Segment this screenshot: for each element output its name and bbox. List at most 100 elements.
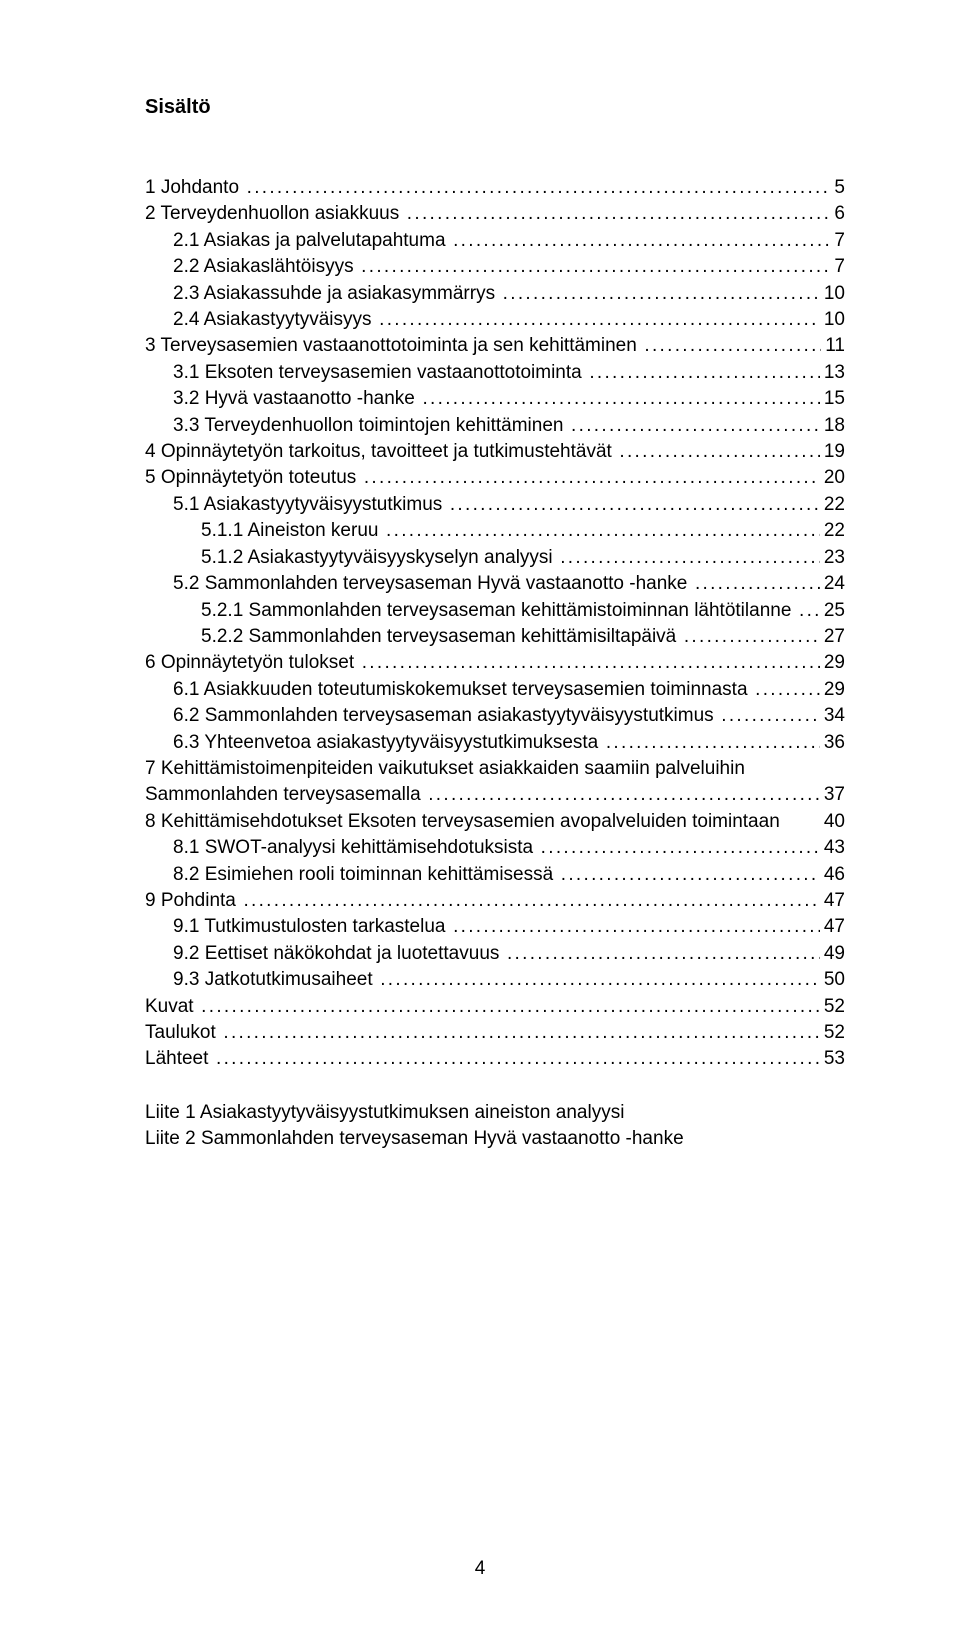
toc-leader: ........................................… [553,545,820,571]
toc-entry-label: 3.2 Hyvä vastaanotto -hanke [173,386,415,412]
toc-entry-label: Kuvat [145,994,194,1020]
toc-entry-page: 10 [820,307,845,333]
toc-entry: 2.2 Asiakaslähtöisyys ..................… [145,254,845,280]
toc-leader: ........................................… [533,835,820,861]
toc-entry-page: 19 [820,439,845,465]
toc-title: Sisältö [145,96,845,119]
toc-entry: 3.2 Hyvä vastaanotto -hanke ............… [145,386,845,412]
toc-leader: ........................................… [748,677,820,703]
toc-entry-page: 7 [830,254,845,280]
toc-entry: 4 Opinnäytetyön tarkoitus, tavoitteet ja… [145,439,845,465]
toc-entry: 9.2 Eettiset näkökohdat ja luotettavuus … [145,941,845,967]
toc-entry: 5.1.1 Aineiston keruu ..................… [145,518,845,544]
toc-leader: ........................................… [421,782,820,808]
toc-entry: 2.1 Asiakas ja palvelutapahtuma ........… [145,228,845,254]
toc-entry: 2.3 Asiakassuhde ja asiakasymmärrys ....… [145,281,845,307]
toc-entry: 8 Kehittämisehdotukset Eksoten terveysas… [145,809,845,835]
toc-entry-page: 29 [820,677,845,703]
toc-entry-page: 5 [830,175,845,201]
toc-leader: ........................................… [687,571,820,597]
toc-entry: 8.2 Esimiehen rooli toiminnan kehittämis… [145,862,845,888]
toc-entry: Kuvat ..................................… [145,994,845,1020]
toc-entry-label: 2.3 Asiakassuhde ja asiakasymmärrys [173,281,495,307]
appendix-list: Liite 1 Asiakastyytyväisyystutkimuksen a… [145,1100,845,1153]
toc-leader: ........................................… [446,228,831,254]
toc-entry-label: 3.3 Terveydenhuollon toimintojen kehittä… [173,413,563,439]
toc-entry-label: 8.2 Esimiehen rooli toiminnan kehittämis… [173,862,553,888]
toc-leader: ........................................… [442,492,820,518]
toc-entry-page: 34 [820,703,845,729]
toc-entry-label: 2.4 Asiakastyytyväisyys [173,307,372,333]
toc-entry-label: 4 Opinnäytetyön tarkoitus, tavoitteet ja… [145,439,612,465]
toc-leader: ........................................… [563,413,819,439]
toc-entry-page: 49 [820,941,845,967]
toc-entry-page: 7 [830,228,845,254]
toc-list: 1 Johdanto .............................… [145,175,845,1073]
toc-entry-label: 2.1 Asiakas ja palvelutapahtuma [173,228,446,254]
toc-entry-page: 40 [820,809,845,835]
toc-entry: 5.1.2 Asiakastyytyväisyyskyselyn analyys… [145,545,845,571]
toc-entry-label: 5.2 Sammonlahden terveysaseman Hyvä vast… [173,571,687,597]
toc-entry-label: 7 Kehittämistoimenpiteiden vaikutukset a… [145,756,745,782]
toc-leader: ........................................… [637,333,821,359]
toc-entry: 6 Opinnäytetyön tulokset ...............… [145,650,845,676]
toc-entry: 5.1 Asiakastyytyväisyystutkimus ........… [145,492,845,518]
toc-entry-label: 5.2.2 Sammonlahden terveysaseman kehittä… [201,624,676,650]
toc-leader: ........................................… [415,386,820,412]
toc-leader: ........................................… [208,1046,819,1072]
toc-entry-label: 5.1.2 Asiakastyytyväisyyskyselyn analyys… [201,545,553,571]
toc-entry-page: 18 [820,413,845,439]
page-number: 4 [0,1558,960,1580]
toc-entry-label: 9.1 Tutkimustulosten tarkastelua [173,914,445,940]
toc-entry-page: 37 [820,782,845,808]
toc-entry: 3.1 Eksoten terveysasemien vastaanottoto… [145,360,845,386]
toc-leader: ........................................… [216,1020,820,1046]
toc-entry-page: 53 [820,1046,845,1072]
toc-entry-page: 52 [820,994,845,1020]
toc-entry-page: 46 [820,862,845,888]
toc-entry: 5.2.2 Sammonlahden terveysaseman kehittä… [145,624,845,650]
toc-entry: Taulukot ...............................… [145,1020,845,1046]
toc-entry: 2 Terveydenhuollon asiakkuus ...........… [145,201,845,227]
toc-entry-label: 9.2 Eettiset näkökohdat ja luotettavuus [173,941,499,967]
toc-leader: ........................................… [194,994,820,1020]
toc-entry: 5 Opinnäytetyön toteutus ...............… [145,465,845,491]
toc-entry-page: 23 [820,545,845,571]
toc-entry-page: 43 [820,835,845,861]
toc-entry-label: 9 Pohdinta [145,888,236,914]
toc-entry-label: 5.1.1 Aineiston keruu [201,518,378,544]
page-container: Sisältö 1 Johdanto .....................… [0,0,960,1652]
toc-leader: ........................................… [598,730,820,756]
toc-entry-page: 52 [820,1020,845,1046]
toc-entry-label: 3 Terveysasemien vastaanottotoiminta ja … [145,333,637,359]
toc-entry: 3 Terveysasemien vastaanottotoiminta ja … [145,333,845,359]
toc-leader: ........................................… [239,175,830,201]
toc-entry-label: 9.3 Jatkotutkimusaiheet [173,967,373,993]
toc-entry-label: 8 Kehittämisehdotukset Eksoten terveysas… [145,809,780,835]
toc-entry-page: 29 [820,650,845,676]
toc-leader: ........................................… [378,518,819,544]
toc-entry-page: 11 [821,333,845,359]
toc-entry-label: 5.1 Asiakastyytyväisyystutkimus [173,492,442,518]
toc-entry-page: 20 [820,465,845,491]
appendix-line: Liite 2 Sammonlahden terveysaseman Hyvä … [145,1126,845,1152]
toc-entry: 9.1 Tutkimustulosten tarkastelua .......… [145,914,845,940]
toc-entry-label: 6.1 Asiakkuuden toteutumiskokemukset ter… [173,677,748,703]
toc-entry-label: 3.1 Eksoten terveysasemien vastaanottoto… [173,360,582,386]
toc-entry: 7 Kehittämistoimenpiteiden vaikutukset a… [145,756,845,782]
toc-entry: 2.4 Asiakastyytyväisyys ................… [145,307,845,333]
toc-leader: ........................................… [553,862,820,888]
appendix-line: Liite 1 Asiakastyytyväisyystutkimuksen a… [145,1100,845,1126]
toc-entry-label: 6.3 Yhteenvetoa asiakastyytyväisyystutki… [173,730,598,756]
toc-entry: 5.2.1 Sammonlahden terveysaseman kehittä… [145,598,845,624]
toc-entry: 8.1 SWOT-analyysi kehittämisehdotuksista… [145,835,845,861]
toc-entry: 9 Pohdinta .............................… [145,888,845,914]
toc-entry-label: 5 Opinnäytetyön toteutus [145,465,356,491]
toc-leader: ........................................… [399,201,830,227]
toc-entry-page: 10 [820,281,845,307]
toc-entry: 6.1 Asiakkuuden toteutumiskokemukset ter… [145,677,845,703]
toc-entry: 6.2 Sammonlahden terveysaseman asiakasty… [145,703,845,729]
toc-leader: ........................................… [499,941,819,967]
toc-leader: ........................................… [612,439,820,465]
toc-entry-page: 27 [820,624,845,650]
